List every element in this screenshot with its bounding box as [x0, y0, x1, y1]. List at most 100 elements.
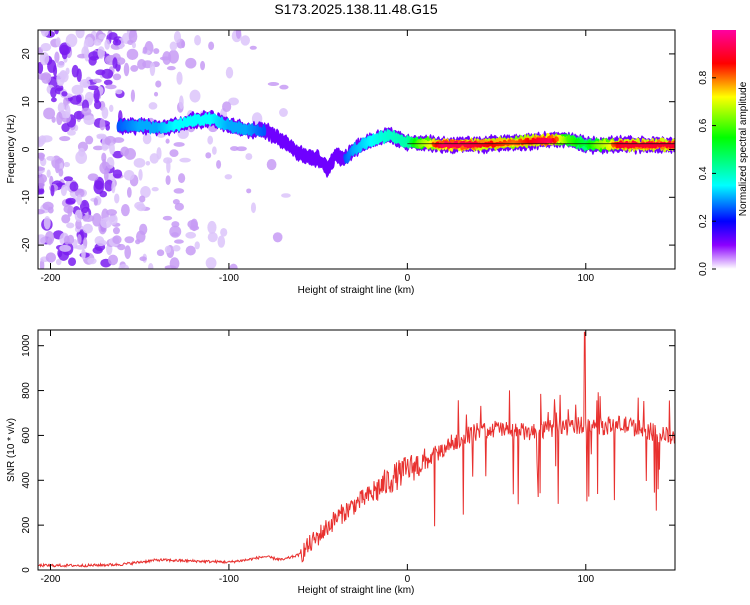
- noise-blob: [92, 145, 104, 151]
- figure-title: S173.2025.138.11.48.G15: [274, 1, 437, 17]
- ridge-mark: [466, 144, 470, 149]
- snr-ytick-label: 800: [21, 382, 32, 399]
- noise-blob: [156, 249, 165, 257]
- noise-blob: [115, 89, 123, 95]
- noise-blob: [82, 214, 95, 222]
- noise-blob: [88, 51, 100, 61]
- noise-blob: [93, 88, 100, 101]
- snr-ytick-label: 1000: [21, 334, 32, 357]
- noise-blob: [108, 32, 118, 40]
- noise-blob: [39, 51, 50, 66]
- colorbar: 0.0 0.2 0.4 0.6 0.8 Normalized spectral ampl…: [698, 30, 749, 276]
- spectrogram-ytick-label: 10: [21, 96, 32, 108]
- noise-blob: [106, 209, 118, 216]
- noise-blob: [81, 248, 86, 260]
- noise-blob: [128, 30, 138, 44]
- noise-blob: [189, 225, 200, 231]
- noise-blob: [164, 245, 172, 254]
- noise-blob: [225, 66, 234, 79]
- noise-blob: [46, 169, 51, 178]
- noise-blob: [65, 33, 78, 48]
- noise-blob: [177, 128, 189, 139]
- noise-blob: [78, 147, 86, 157]
- snr-ylabel: SNR (10 * v/v): [6, 418, 17, 482]
- noise-blob: [235, 146, 247, 152]
- noise-blob: [79, 78, 91, 88]
- noise-blob: [217, 235, 226, 248]
- spectrogram-xtick-label: 0: [405, 273, 411, 284]
- noise-blob: [207, 135, 214, 145]
- noise-blob: [130, 89, 136, 102]
- noise-blob: [145, 161, 151, 166]
- noise-blob: [179, 157, 191, 163]
- noise-blob: [220, 228, 228, 237]
- noise-blob: [148, 102, 158, 110]
- noise-blob: [71, 84, 84, 96]
- noise-blob: [87, 257, 97, 265]
- noise-blob: [96, 133, 107, 139]
- noise-blob: [69, 95, 82, 105]
- noise-blob: [138, 169, 143, 181]
- noise-blob: [169, 41, 178, 51]
- noise-blob: [76, 68, 82, 83]
- noise-blob: [207, 232, 218, 243]
- noise-blob: [97, 46, 105, 60]
- noise-blob: [93, 39, 102, 46]
- spectrogram-xtick-label: 100: [577, 273, 594, 284]
- noise-blob: [126, 187, 132, 198]
- noise-blob: [93, 180, 104, 195]
- noise-blob: [130, 64, 139, 72]
- noise-blob: [50, 97, 57, 103]
- spectrogram-ytick-label: 20: [21, 48, 32, 60]
- noise-blob: [38, 136, 41, 146]
- colorbar-tick-label: 0.2: [698, 214, 709, 228]
- colorbar-tick-label: 0.6: [698, 118, 709, 132]
- noise-blob: [46, 155, 55, 161]
- noise-blob: [120, 203, 130, 217]
- noise-blob: [224, 174, 233, 180]
- noise-blob: [162, 215, 173, 221]
- noise-blob: [101, 144, 108, 151]
- noise-blob: [123, 170, 135, 181]
- noise-blob: [139, 256, 147, 262]
- noise-blob: [104, 39, 111, 50]
- noise-blob: [50, 184, 55, 197]
- noise-blob: [99, 118, 106, 131]
- noise-blob: [109, 142, 115, 155]
- noise-blob: [47, 206, 54, 214]
- noise-blob: [169, 225, 182, 238]
- noise-blob: [85, 135, 94, 145]
- noise-blob: [279, 84, 289, 90]
- noise-blob: [135, 239, 141, 245]
- noise-blob: [222, 101, 232, 113]
- noise-blob: [140, 185, 151, 198]
- noise-blob: [117, 243, 126, 251]
- noise-blob: [58, 168, 64, 177]
- noise-blob: [281, 193, 291, 198]
- snr-xtick-label: 100: [577, 574, 594, 585]
- noise-blob: [139, 195, 146, 203]
- spectrogram-xtick-label: -100: [219, 273, 239, 284]
- noise-blob: [107, 254, 119, 266]
- noise-blob: [245, 153, 253, 160]
- noise-blob: [56, 61, 65, 68]
- noise-blob: [272, 232, 283, 243]
- noise-blob: [267, 81, 280, 87]
- noise-blob: [112, 57, 118, 69]
- noise-blob: [104, 179, 114, 192]
- colorbar-gradient: [712, 30, 736, 269]
- snr-xtick-label: 0: [405, 574, 411, 585]
- noise-blob: [55, 258, 62, 266]
- noise-blob: [166, 66, 176, 71]
- noise-blob: [59, 135, 71, 142]
- noise-blob: [173, 188, 185, 194]
- noise-blob: [112, 73, 122, 81]
- noise-blob: [43, 107, 56, 120]
- noise-blob: [38, 176, 45, 191]
- noise-blob: [38, 153, 45, 162]
- noise-blob: [84, 47, 90, 62]
- noise-blob: [61, 91, 68, 97]
